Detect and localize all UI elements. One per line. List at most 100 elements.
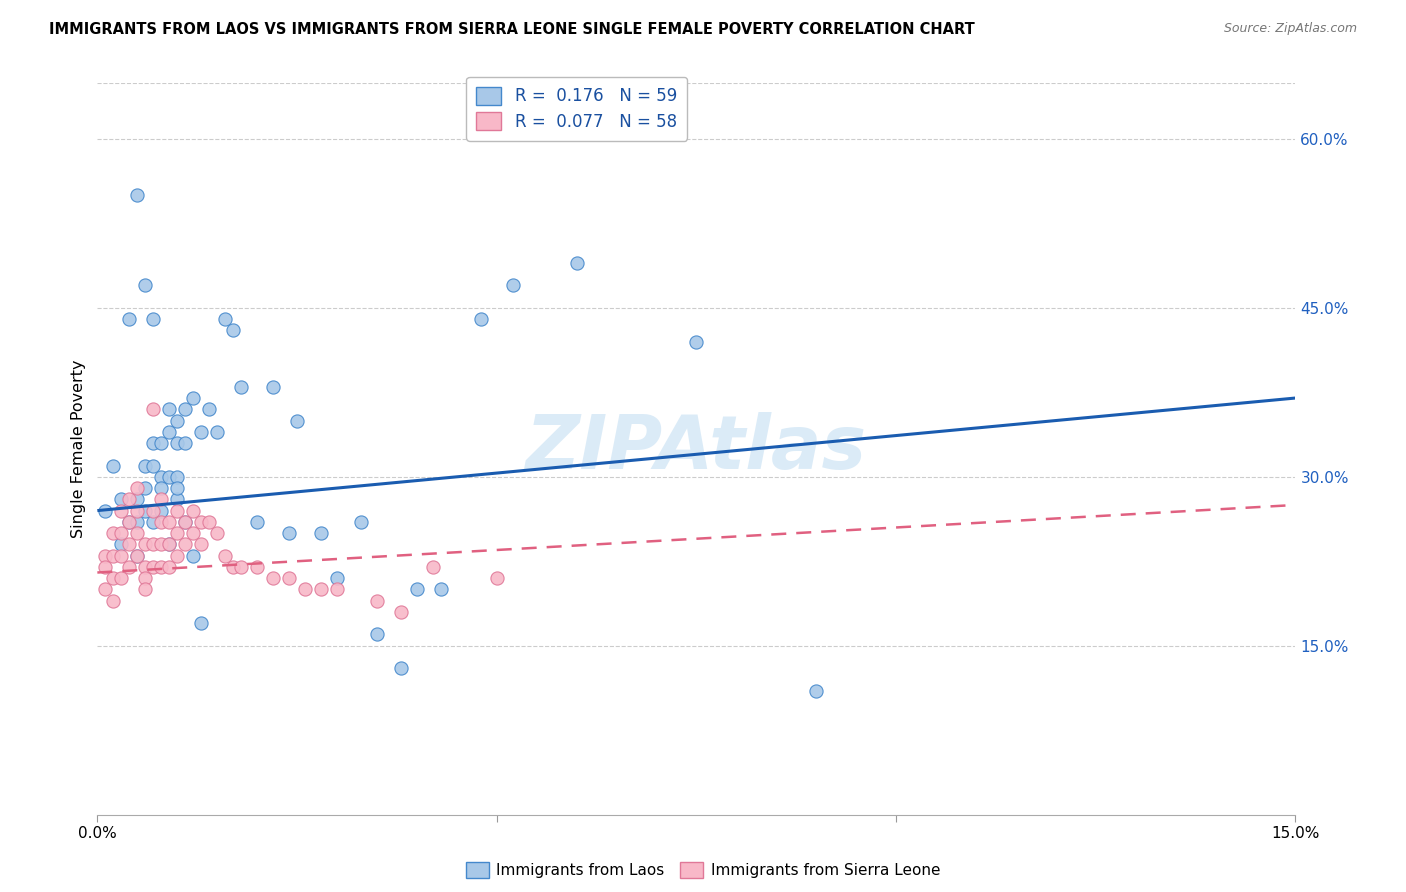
Point: [470, 312, 492, 326]
Point: [118, 560, 141, 574]
Point: [181, 526, 204, 541]
Point: [246, 515, 269, 529]
Point: [174, 515, 197, 529]
Point: [366, 593, 388, 607]
Point: [103, 458, 125, 473]
Point: [222, 323, 245, 337]
Point: [422, 560, 444, 574]
Point: [127, 481, 149, 495]
Point: [157, 515, 180, 529]
Point: [94, 582, 117, 597]
Point: [134, 560, 156, 574]
Point: [110, 537, 132, 551]
Point: [118, 312, 141, 326]
Point: [157, 425, 180, 439]
Point: [118, 537, 141, 551]
Point: [157, 560, 180, 574]
Point: [166, 436, 188, 450]
Point: [134, 582, 156, 597]
Point: [150, 470, 173, 484]
Point: [229, 560, 252, 574]
Point: [309, 526, 332, 541]
Point: [157, 470, 180, 484]
Point: [565, 256, 588, 270]
Point: [118, 492, 141, 507]
Point: [150, 560, 173, 574]
Point: [103, 526, 125, 541]
Point: [278, 526, 301, 541]
Text: ZIPAtlas: ZIPAtlas: [526, 412, 868, 485]
Y-axis label: Single Female Poverty: Single Female Poverty: [72, 359, 86, 538]
Point: [134, 278, 156, 293]
Text: Source: ZipAtlas.com: Source: ZipAtlas.com: [1223, 22, 1357, 36]
Point: [214, 312, 236, 326]
Point: [326, 571, 349, 585]
Point: [157, 537, 180, 551]
Point: [134, 537, 156, 551]
Point: [190, 616, 212, 631]
Point: [142, 312, 165, 326]
Point: [229, 380, 252, 394]
Point: [134, 571, 156, 585]
Point: [166, 503, 188, 517]
Point: [142, 537, 165, 551]
Point: [485, 571, 508, 585]
Point: [326, 582, 349, 597]
Point: [190, 425, 212, 439]
Point: [142, 436, 165, 450]
Point: [205, 526, 228, 541]
Point: [389, 605, 412, 619]
Point: [142, 402, 165, 417]
Point: [174, 402, 197, 417]
Point: [166, 492, 188, 507]
Point: [502, 278, 524, 293]
Point: [806, 683, 828, 698]
Point: [94, 503, 117, 517]
Point: [181, 549, 204, 563]
Point: [134, 458, 156, 473]
Point: [127, 188, 149, 202]
Point: [166, 470, 188, 484]
Point: [190, 537, 212, 551]
Point: [181, 503, 204, 517]
Point: [174, 537, 197, 551]
Point: [278, 571, 301, 585]
Point: [103, 593, 125, 607]
Point: [198, 402, 221, 417]
Point: [174, 436, 197, 450]
Point: [94, 549, 117, 563]
Point: [294, 582, 316, 597]
Point: [309, 582, 332, 597]
Point: [181, 391, 204, 405]
Point: [205, 425, 228, 439]
Point: [118, 515, 141, 529]
Point: [150, 481, 173, 495]
Point: [127, 526, 149, 541]
Point: [110, 526, 132, 541]
Point: [94, 560, 117, 574]
Point: [389, 661, 412, 675]
Point: [174, 515, 197, 529]
Point: [150, 515, 173, 529]
Point: [246, 560, 269, 574]
Point: [150, 537, 173, 551]
Point: [190, 515, 212, 529]
Point: [110, 503, 132, 517]
Point: [150, 503, 173, 517]
Text: IMMIGRANTS FROM LAOS VS IMMIGRANTS FROM SIERRA LEONE SINGLE FEMALE POVERTY CORRE: IMMIGRANTS FROM LAOS VS IMMIGRANTS FROM …: [49, 22, 974, 37]
Point: [157, 402, 180, 417]
Point: [198, 515, 221, 529]
Point: [127, 503, 149, 517]
Point: [350, 515, 373, 529]
Point: [142, 515, 165, 529]
Point: [366, 627, 388, 641]
Point: [150, 436, 173, 450]
Point: [142, 503, 165, 517]
Point: [214, 549, 236, 563]
Point: [127, 492, 149, 507]
Point: [285, 413, 308, 427]
Legend: R =  0.176   N = 59, R =  0.077   N = 58: R = 0.176 N = 59, R = 0.077 N = 58: [467, 77, 688, 141]
Point: [405, 582, 427, 597]
Point: [150, 492, 173, 507]
Point: [685, 334, 707, 349]
